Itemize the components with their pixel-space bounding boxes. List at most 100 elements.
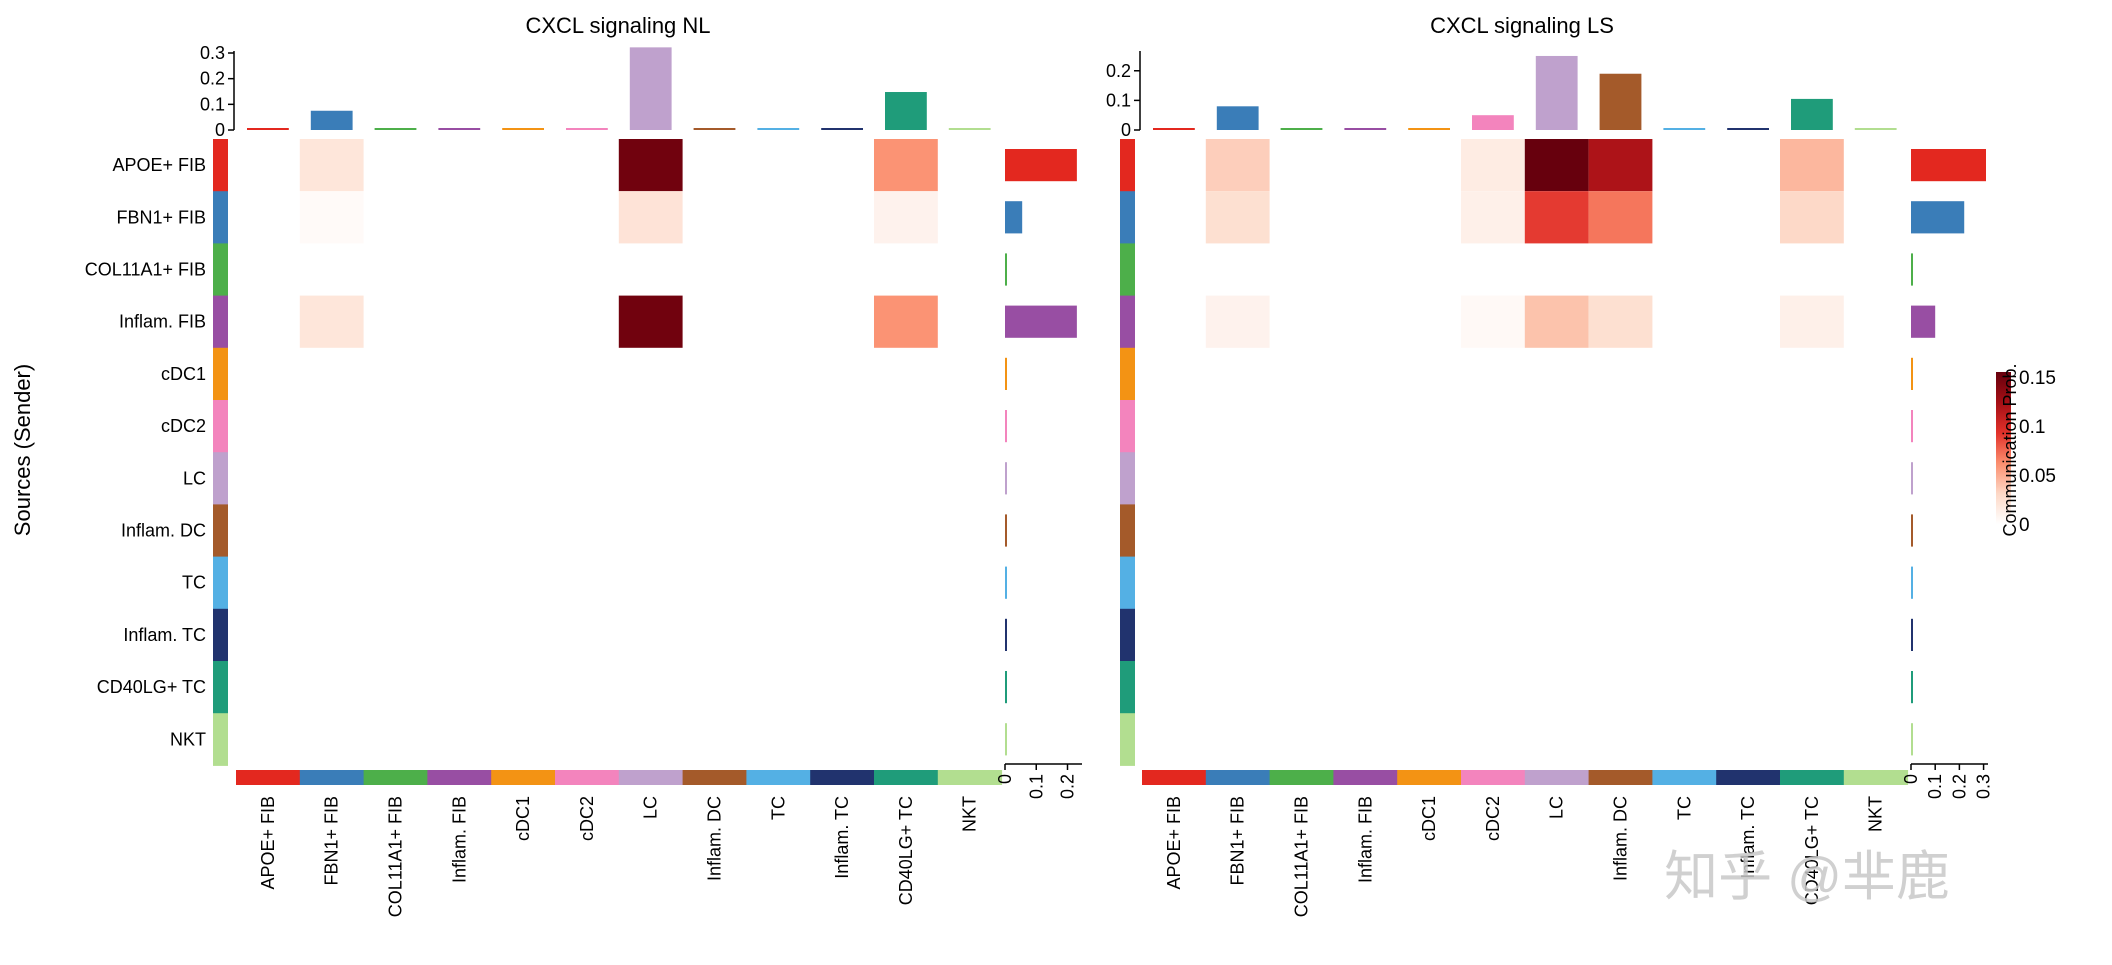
column-color-bar: [1843, 770, 1909, 785]
top-bar: [566, 128, 608, 130]
top-bar: [1216, 106, 1259, 130]
column-label: NKT: [1866, 796, 1886, 832]
row-color-bar: [1120, 661, 1135, 714]
top-bar: [1280, 128, 1323, 130]
row-label: cDC2: [161, 416, 206, 436]
top-bar: [629, 47, 672, 130]
right-bar: [1911, 357, 1913, 390]
column-label: Inflam. FIB: [1355, 796, 1375, 883]
column-color-bar: [1524, 770, 1590, 785]
top-bar-tick-label: 0.1: [1106, 90, 1131, 110]
column-label: FBN1+ FIB: [322, 796, 342, 886]
row-color-bar: [1120, 400, 1135, 453]
row-label: COL11A1+ FIB: [85, 260, 206, 280]
row-color-bar: [213, 243, 228, 297]
heatmap-cell: [1588, 295, 1653, 348]
column-color-bar: [299, 770, 365, 785]
row-color-bar: [1120, 191, 1135, 244]
right-bar-tick-label: 0: [995, 774, 1015, 784]
column-label: Inflam. DC: [1611, 796, 1631, 881]
column-color-bar: [682, 770, 747, 785]
chart-title: CXCL signaling LS: [1430, 13, 1614, 38]
top-bar: [1854, 128, 1897, 130]
heatmap-cell: [299, 139, 364, 192]
column-label: Inflam. DC: [705, 796, 725, 881]
top-bar: [1472, 115, 1514, 130]
right-bar-tick-label: 0.2: [1949, 774, 1969, 799]
right-bar: [1005, 566, 1007, 599]
column-color-bar: [1205, 770, 1271, 785]
right-bar: [1911, 305, 1936, 338]
heatmap-cell: [1461, 295, 1525, 348]
top-bar: [693, 128, 736, 130]
right-bar: [1005, 149, 1077, 182]
row-color-bar: [213, 452, 228, 505]
top-bar: [948, 128, 991, 130]
right-bar-tick-label: 0: [1901, 774, 1921, 784]
row-label: Inflam. DC: [121, 521, 206, 541]
right-bar: [1911, 201, 1965, 234]
column-label: LC: [1547, 796, 1567, 819]
top-bar-tick-label: 0: [1121, 120, 1131, 140]
column-label: APOE+ FIB: [258, 796, 278, 890]
top-bar: [1791, 98, 1833, 130]
heatmap-cell: [1205, 191, 1270, 244]
right-bar: [1911, 149, 1986, 182]
column-color-bar: [1716, 770, 1781, 785]
heatmap-cell: [1524, 139, 1589, 192]
column-color-bar: [810, 770, 875, 785]
right-bar: [1005, 357, 1007, 390]
right-bar: [1005, 723, 1007, 756]
heatmap-cell: [874, 191, 938, 244]
top-bar: [502, 128, 544, 130]
top-bar-tick-label: 0.2: [200, 69, 225, 89]
right-bar: [1911, 723, 1913, 756]
right-bar: [1005, 201, 1023, 234]
row-color-bar: [1120, 139, 1135, 192]
column-label: LC: [641, 796, 661, 819]
row-label: NKT: [170, 729, 206, 749]
top-bar: [757, 128, 800, 130]
right-bar-tick-label: 0.1: [1026, 774, 1046, 799]
row-label: TC: [182, 573, 206, 593]
column-label: APOE+ FIB: [1164, 796, 1184, 890]
row-color-bar: [1120, 713, 1135, 766]
row-color-bar: [1120, 504, 1135, 558]
top-bar: [885, 92, 927, 130]
column-label: cDC1: [1419, 796, 1439, 841]
column-color-bar: [427, 770, 492, 785]
right-bar: [1911, 566, 1913, 599]
heatmap-cell: [1588, 191, 1653, 244]
heatmap-cell: [1461, 191, 1525, 244]
right-bar: [1911, 410, 1913, 443]
top-bar: [1153, 128, 1195, 130]
colorbar: [1996, 372, 2011, 524]
top-bar: [1535, 55, 1578, 130]
colorbar-tick-label: 0.1: [2019, 417, 2045, 438]
heatmap-cell: [1205, 139, 1270, 192]
column-color-bar: [1142, 770, 1207, 785]
column-color-bar: [491, 770, 556, 785]
row-color-bar: [1120, 608, 1135, 662]
right-bar-tick-label: 0.1: [1925, 774, 1945, 799]
right-bar: [1005, 671, 1007, 704]
column-color-bar: [1333, 770, 1398, 785]
row-color-bar: [213, 139, 228, 192]
right-bar: [1911, 671, 1913, 704]
right-bar: [1005, 305, 1077, 338]
column-label: cDC2: [577, 796, 597, 841]
right-bar: [1005, 462, 1007, 495]
column-color-bar: [1652, 770, 1717, 785]
y-axis-title: Sources (Sender): [10, 364, 35, 536]
top-bar: [1408, 128, 1450, 130]
column-color-bar: [937, 770, 1003, 785]
heatmap-cell: [1780, 139, 1844, 192]
heatmap-cell: [618, 191, 683, 244]
column-color-bar: [1461, 770, 1526, 785]
heatmap-cell: [1524, 191, 1589, 244]
colorbar-title: Communication Prob.: [2000, 363, 2020, 536]
top-bar-tick-label: 0.3: [200, 43, 225, 63]
column-label: Inflam. FIB: [449, 796, 469, 883]
